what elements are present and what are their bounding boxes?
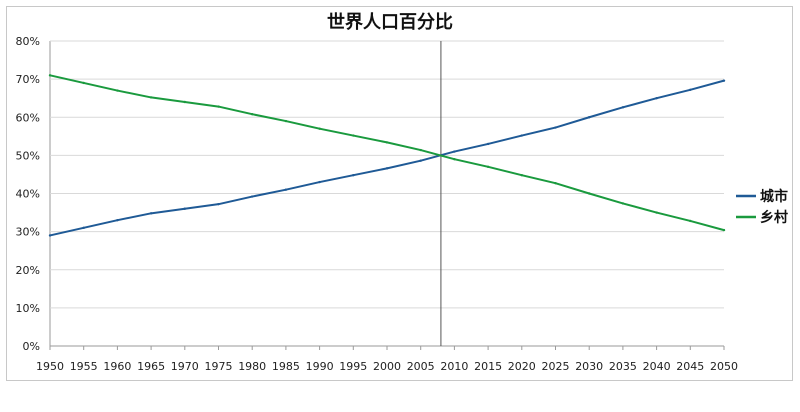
x-tick-label: 2040 bbox=[643, 360, 671, 373]
data-point bbox=[318, 180, 321, 184]
x-tick-label: 1980 bbox=[238, 360, 266, 373]
x-tick-label: 1965 bbox=[137, 360, 165, 373]
x-tick-label: 2010 bbox=[440, 360, 468, 373]
chart-title: 世界人口百分比 bbox=[327, 12, 453, 33]
data-point bbox=[588, 192, 591, 195]
data-point bbox=[149, 212, 153, 215]
x-axis-ticks: 1950 1955 1960 1965 1970 1975 1980 1985 1990 1995… bbox=[36, 346, 738, 373]
data-point bbox=[183, 100, 186, 104]
y-tick-label: 70% bbox=[16, 73, 40, 86]
data-point bbox=[486, 165, 490, 169]
x-tick-label: 2035 bbox=[609, 360, 637, 373]
y-tick-label: 0% bbox=[23, 340, 40, 353]
legend-label: 城市 bbox=[760, 188, 788, 205]
data-point bbox=[554, 126, 557, 129]
data-point bbox=[453, 150, 456, 153]
data-point bbox=[419, 159, 422, 162]
x-tick-label: 1985 bbox=[272, 360, 300, 373]
x-tick-label: 2045 bbox=[676, 360, 704, 373]
data-point bbox=[621, 106, 625, 109]
y-tick-label: 20% bbox=[16, 264, 40, 277]
x-tick-label: 1955 bbox=[70, 360, 98, 373]
x-tick-label: 2000 bbox=[373, 360, 401, 373]
data-point bbox=[352, 134, 355, 137]
data-point bbox=[689, 88, 692, 92]
data-point bbox=[82, 81, 85, 85]
data-point bbox=[554, 182, 557, 185]
data-point bbox=[621, 202, 625, 205]
data-point bbox=[284, 188, 288, 191]
x-tick-label: 2020 bbox=[508, 360, 536, 373]
x-tick-label: 2030 bbox=[575, 360, 603, 373]
data-point bbox=[48, 74, 52, 77]
grid bbox=[49, 40, 724, 347]
legend-label: 乡村 bbox=[760, 209, 788, 226]
data-point bbox=[217, 202, 220, 206]
data-point bbox=[48, 234, 52, 237]
data-point bbox=[352, 174, 355, 177]
x-tick-label: 2050 bbox=[710, 360, 738, 373]
y-tick-label: 30% bbox=[16, 226, 40, 239]
data-point bbox=[655, 96, 658, 100]
y-tick-label: 60% bbox=[16, 111, 40, 124]
data-point bbox=[149, 96, 153, 99]
y-tick-label: 40% bbox=[16, 188, 40, 201]
y-axis-ticks: 0% 10% 20% 30% 40% 50% 60% 70% 80% bbox=[16, 35, 40, 353]
data-point bbox=[284, 119, 288, 123]
y-tick-label: 10% bbox=[16, 302, 40, 315]
x-tick-label: 2005 bbox=[407, 360, 435, 373]
data-point bbox=[217, 105, 220, 108]
data-point bbox=[419, 148, 422, 152]
data-point bbox=[655, 211, 658, 214]
data-point bbox=[82, 226, 85, 230]
data-point bbox=[116, 89, 119, 92]
y-tick-label: 50% bbox=[16, 149, 40, 162]
data-point bbox=[453, 157, 456, 161]
x-tick-label: 2025 bbox=[542, 360, 570, 373]
x-tick-label: 1975 bbox=[205, 360, 233, 373]
data-point bbox=[722, 79, 726, 82]
data-point bbox=[588, 116, 591, 119]
x-tick-label: 1995 bbox=[339, 360, 367, 373]
data-point bbox=[520, 174, 523, 177]
x-tick-label: 1960 bbox=[103, 360, 131, 373]
y-tick-label: 80% bbox=[16, 35, 40, 48]
plot-lines bbox=[48, 74, 726, 237]
data-point bbox=[183, 207, 186, 210]
data-point bbox=[251, 195, 254, 198]
data-point bbox=[520, 134, 523, 137]
data-point bbox=[116, 218, 119, 222]
x-tick-label: 1950 bbox=[36, 360, 64, 373]
data-point bbox=[251, 113, 254, 116]
data-point bbox=[385, 141, 389, 144]
x-tick-label: 2015 bbox=[474, 360, 502, 373]
x-tick-label: 1970 bbox=[171, 360, 199, 373]
data-point bbox=[318, 127, 321, 130]
data-point bbox=[486, 142, 490, 146]
data-point bbox=[722, 228, 726, 232]
data-point bbox=[385, 167, 389, 170]
data-point bbox=[689, 219, 692, 223]
x-tick-label: 1990 bbox=[306, 360, 334, 373]
